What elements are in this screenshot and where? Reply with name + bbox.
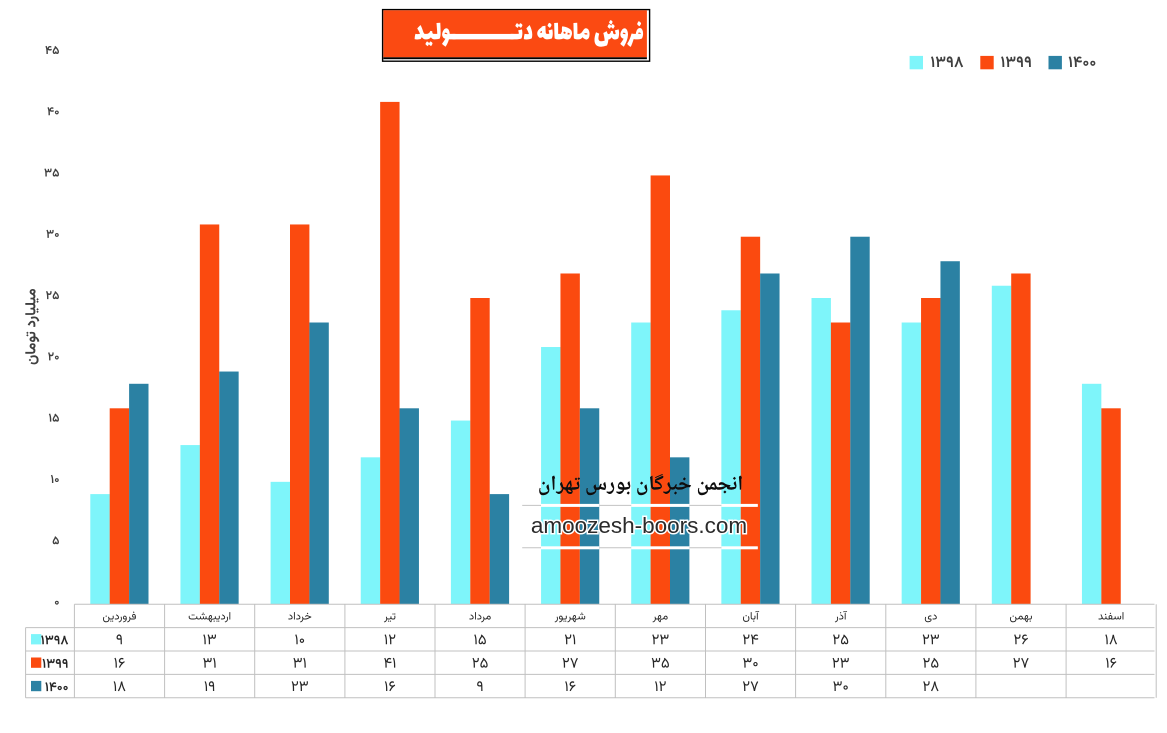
svg-text:amoozesh-boors.com: amoozesh-boors.com <box>531 513 747 538</box>
